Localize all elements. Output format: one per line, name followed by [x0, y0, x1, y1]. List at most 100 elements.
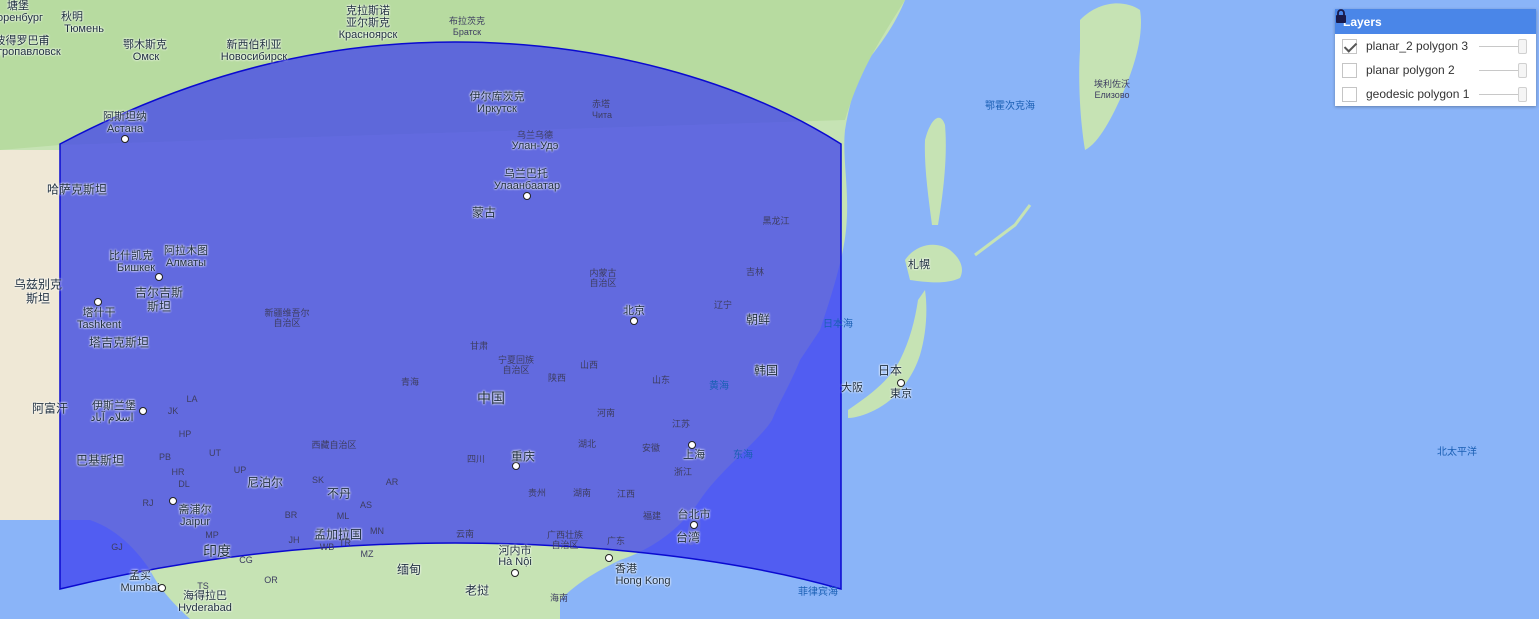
- label-china: 中国: [477, 390, 505, 406]
- label-state-ut: UT: [209, 448, 221, 458]
- planar-polygon-3: [59, 41, 842, 590]
- layers-title: Layers: [1343, 14, 1382, 29]
- label-state-mn: MN: [370, 526, 384, 536]
- label-tashkent-zh: 塔什干: [82, 307, 116, 319]
- opacity-slider-track[interactable]: [1479, 94, 1519, 95]
- label-state-as: AS: [359, 500, 373, 510]
- label-krasnoyarsk-zh: 克拉斯诺: [346, 5, 390, 17]
- label-guizhou: 贵州: [527, 488, 547, 498]
- label-orenburg-zh: 塘堡: [7, 0, 29, 12]
- label-beijing: 北京: [623, 305, 645, 317]
- label-osaka: 大阪: [841, 382, 863, 394]
- label-astana-kz: Астана: [106, 123, 144, 135]
- city-dot-hongkong: [605, 554, 613, 562]
- label-india: 印度: [203, 543, 231, 559]
- label-state-ts: TS: [197, 581, 209, 591]
- label-ulaanbaatar-zh: 乌兰巴托: [504, 168, 548, 180]
- label-state-up: UP: [233, 465, 247, 475]
- label-ulanude-zh: 乌兰乌德: [516, 130, 554, 140]
- label-jaipur-en: Jaipur: [180, 516, 210, 528]
- label-uzbekistan-1: 乌兹别克: [13, 277, 63, 292]
- label-fujian: 福建: [642, 511, 662, 521]
- label-jilin: 吉林: [745, 267, 765, 277]
- city-dot-beijing: [630, 317, 638, 325]
- label-heilongjiang: 黑龙江: [762, 216, 790, 226]
- layers-header: Layers: [1335, 9, 1536, 34]
- label-north-korea: 朝鲜: [745, 312, 771, 327]
- label-japan: 日本: [877, 363, 903, 378]
- label-myanmar: 缅甸: [396, 562, 422, 577]
- label-east-sea: 东海: [733, 450, 753, 461]
- layer-row-geodesic-polygon-1[interactable]: geodesic polygon 1: [1335, 82, 1536, 106]
- label-hainan: 海南: [549, 593, 569, 603]
- layer-checkbox-planar-2-polygon-3[interactable]: [1342, 38, 1357, 54]
- label-pakistan: 巴基斯坦: [75, 453, 125, 468]
- label-bishkek-kg: Бишкек: [116, 262, 156, 274]
- layer-checkbox-planar-polygon-2[interactable]: [1342, 62, 1357, 78]
- label-tajikistan: 塔吉克斯坦: [88, 335, 150, 350]
- label-state-or: OR: [264, 575, 278, 585]
- label-krasnoyarsk-zh2: 亚尔斯克: [346, 17, 390, 29]
- label-chongqing: 重庆: [510, 449, 536, 464]
- city-dot-tashkent: [94, 298, 102, 306]
- label-petro-zh: 彼得罗巴甫: [0, 35, 50, 47]
- label-tyumen-ru: Тюмень: [64, 23, 104, 35]
- label-chita-zh: 赤塔: [591, 99, 611, 109]
- label-state-hp: HP: [178, 429, 192, 439]
- opacity-slider-track[interactable]: [1479, 46, 1519, 47]
- city-dot-jaipur: [169, 497, 177, 505]
- layer-label: geodesic polygon 1: [1366, 87, 1470, 101]
- label-state-jk: JK: [167, 406, 179, 416]
- city-dot-hanoi: [511, 569, 519, 577]
- layer-row-planar-polygon-2[interactable]: planar polygon 2: [1335, 58, 1536, 82]
- label-tibet: 西藏自治区: [311, 440, 357, 450]
- label-state-cg: CG: [239, 555, 253, 565]
- label-hanoi-zh: 河内市: [498, 545, 532, 557]
- label-state-rj: RJ: [142, 498, 154, 508]
- label-south-korea: 韩国: [753, 363, 779, 378]
- label-state-dl: DL: [178, 479, 190, 489]
- layers-panel: Layers planar_2 polygon 3 planar polygon…: [1335, 9, 1536, 106]
- label-state-gj: GJ: [111, 542, 123, 552]
- label-taipei: 台北市: [677, 509, 711, 521]
- land-arid-west: [0, 150, 60, 520]
- opacity-slider-handle[interactable]: [1518, 39, 1527, 54]
- label-liaoning: 辽宁: [713, 300, 733, 310]
- opacity-slider-track[interactable]: [1479, 70, 1519, 71]
- label-state-mz: MZ: [360, 549, 374, 559]
- label-mumbai-zh: 孟买: [129, 570, 151, 582]
- label-laos: 老挝: [464, 583, 490, 598]
- label-xinjiang-2: 自治区: [273, 318, 301, 328]
- city-dot-shanghai: [688, 441, 696, 449]
- label-elizovo-zh: 埃利佐沃: [1093, 79, 1131, 89]
- label-hunan: 湖南: [572, 488, 592, 498]
- label-taiwan: 台湾: [675, 530, 701, 545]
- label-jiangsu: 江苏: [671, 419, 691, 429]
- label-jiangxi: 江西: [616, 489, 636, 499]
- label-hongkong-zh: 香港: [615, 563, 637, 575]
- label-ningxia: 宁夏回族: [497, 355, 535, 365]
- label-mongolia: 蒙古: [471, 205, 497, 220]
- layer-row-planar-2-polygon-3[interactable]: planar_2 polygon 3: [1335, 34, 1536, 58]
- label-anhui: 安徽: [641, 443, 661, 453]
- opacity-slider-handle[interactable]: [1518, 87, 1527, 102]
- label-krasnoyarsk-ru: Красноярск: [338, 29, 398, 41]
- label-irkutsk-zh: 伊尔库茨克: [469, 91, 525, 103]
- opacity-slider-handle[interactable]: [1518, 63, 1527, 78]
- label-state-jh: JH: [288, 535, 300, 545]
- label-qinghai: 青海: [400, 377, 420, 387]
- lock-icon[interactable]: [1336, 9, 1402, 29]
- label-omsk-zh: 鄂木斯克: [123, 39, 167, 51]
- city-dot-ulaanbaatar: [523, 192, 531, 200]
- label-state-tr: TR: [339, 538, 351, 548]
- layer-checkbox-geodesic-polygon-1[interactable]: [1342, 86, 1357, 102]
- label-kazakhstan: 哈萨克斯坦: [46, 182, 108, 197]
- label-ulanude-ru: Улан-Удэ: [511, 140, 559, 152]
- label-state-ar: AR: [385, 477, 399, 487]
- city-dot-taipei: [690, 521, 698, 529]
- label-ulaanbaatar-mn: Улаанбаатар: [493, 180, 561, 192]
- label-inner-mongolia: 内蒙古: [589, 268, 617, 278]
- label-hyderabad-zh: 海得拉巴: [183, 590, 227, 602]
